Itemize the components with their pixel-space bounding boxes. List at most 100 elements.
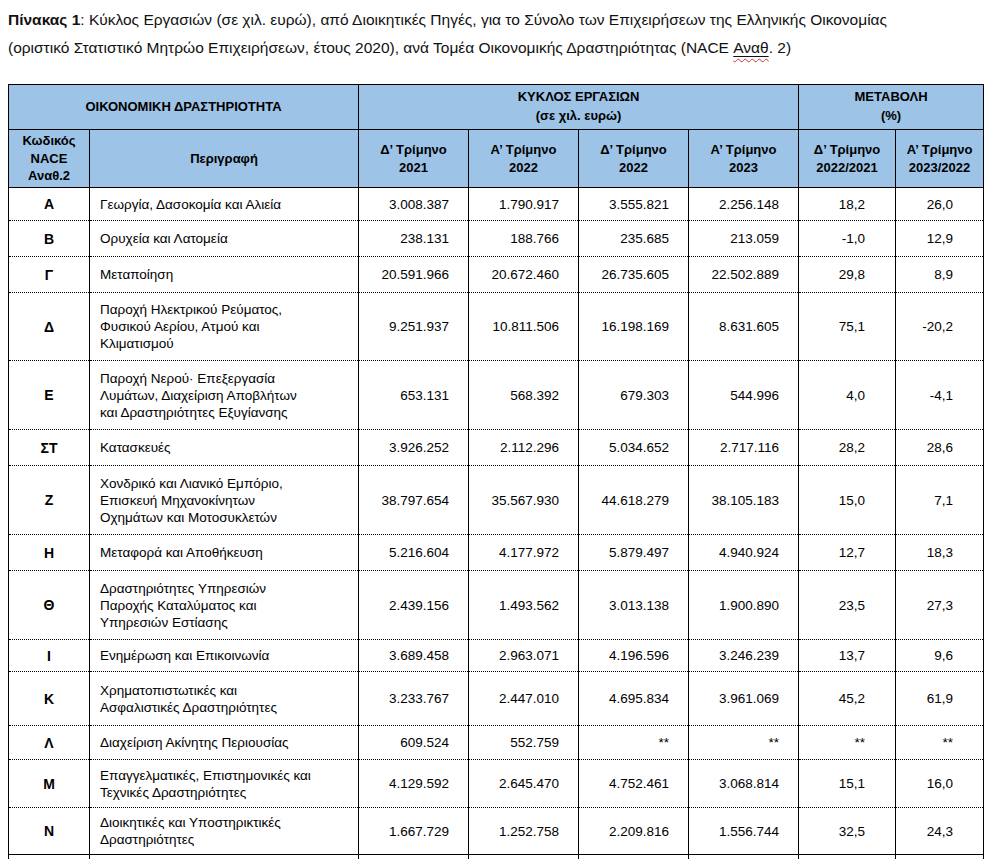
change-value: -1,0	[799, 221, 896, 257]
change-value: 23,5	[799, 571, 896, 640]
table-row: Η Μεταφορά και Αποθήκευση 5.216.604 4.17…	[9, 535, 984, 571]
change-value: 16,0	[896, 760, 984, 808]
nace-code-cell: Β	[9, 221, 90, 257]
table-row: Ε Παροχή Νερού· Επεξεργασία Λυμάτων, Δια…	[9, 361, 984, 430]
turnover-value: 4.752.461	[579, 760, 689, 808]
table-row: Θ Δραστηριότητες Υπηρεσιών Παροχής Καταλ…	[9, 571, 984, 640]
activity-description: Μεταποίηση	[90, 257, 359, 293]
change-value: 32,5	[799, 808, 896, 855]
turnover-value: 5.879.497	[579, 535, 689, 571]
change-value: -4,1	[896, 361, 984, 430]
turnover-table: ΟΙΚΟΝΟΜΙΚΗ ΔΡΑΣΤΗΡΙΟΤΗΤΑ ΚΥΚΛΟΣ ΕΡΓΑΣΙΩΝ…	[8, 84, 984, 859]
activity-description: Δραστηριότητες Υπηρεσιών Παροχής Καταλύμ…	[90, 571, 359, 640]
header-group-row: ΟΙΚΟΝΟΜΙΚΗ ΔΡΑΣΤΗΡΙΟΤΗΤΑ ΚΥΚΛΟΣ ΕΡΓΑΣΙΩΝ…	[9, 85, 984, 130]
change-value: 61,9	[896, 672, 984, 726]
activity-description: Γεωργία, Δασοκομία και Αλιεία	[90, 188, 359, 221]
activity-description: Διαχείριση Ακίνητης Περιουσίας	[90, 726, 359, 760]
header-columns-row: Κωδικός NACE Αναθ.2 Περιγραφή Δ’ Τρίμηνο…	[9, 130, 984, 188]
turnover-value: 2.256.148	[689, 188, 799, 221]
turnover-value: 653.131	[359, 361, 469, 430]
change-value: 28,2	[799, 430, 896, 466]
turnover-value: 2.209.816	[579, 808, 689, 855]
turnover-value: 552.759	[469, 726, 579, 760]
header-nace-code: Κωδικός NACE Αναθ.2	[9, 130, 90, 188]
change-value: 28,6	[896, 430, 984, 466]
turnover-value: 35.567.930	[469, 466, 579, 535]
turnover-value: 44.618.279	[579, 466, 689, 535]
turnover-value: 3.961.069	[689, 672, 799, 726]
activity-description	[90, 855, 359, 859]
turnover-value	[579, 855, 689, 859]
nace-code-cell: Μ	[9, 760, 90, 808]
header-description: Περιγραφή	[90, 130, 359, 188]
change-value: **	[896, 726, 984, 760]
turnover-value: 9.251.937	[359, 293, 469, 361]
nace-code-cell: Θ	[9, 571, 90, 640]
nace-code-cell: Η	[9, 535, 90, 571]
page-title: Πίνακας 1: Κύκλος Εργασιών (σε χιλ. ευρώ…	[8, 6, 978, 62]
change-value	[896, 855, 984, 859]
table-row: Μ Επαγγελματικές, Επιστημονικές και Τεχν…	[9, 760, 984, 808]
header-change-group: ΜΕΤΑΒΟΛΗ (%)	[799, 85, 984, 130]
turnover-value	[359, 855, 469, 859]
change-value: 9,6	[896, 640, 984, 672]
activity-description: Μεταφορά και Αποθήκευση	[90, 535, 359, 571]
turnover-value: 3.068.814	[689, 760, 799, 808]
nace-code-cell	[9, 855, 90, 859]
change-value: 7,1	[896, 466, 984, 535]
activity-description: Χονδρικό και Λιανικό Εμπόριο, Επισκευή Μ…	[90, 466, 359, 535]
header-change-q4: Δ’ Τρίμηνο 2022/2021	[799, 130, 896, 188]
change-value: -20,2	[896, 293, 984, 361]
change-value: 29,8	[799, 257, 896, 293]
turnover-value	[469, 855, 579, 859]
turnover-value: 22.502.889	[689, 257, 799, 293]
turnover-value: 2.439.156	[359, 571, 469, 640]
turnover-value: 235.685	[579, 221, 689, 257]
partial-row	[9, 855, 984, 859]
change-value: **	[799, 726, 896, 760]
change-value: 15,1	[799, 760, 896, 808]
turnover-value: 8.631.605	[689, 293, 799, 361]
nace-code-cell: Λ	[9, 726, 90, 760]
turnover-value: 568.392	[469, 361, 579, 430]
change-value: 12,9	[896, 221, 984, 257]
header-change-q1: Α’ Τρίμηνο 2023/2022	[896, 130, 984, 188]
turnover-value: 3.555.821	[579, 188, 689, 221]
change-value: 27,3	[896, 571, 984, 640]
table-caption-line1: : Κύκλος Εργασιών (σε χιλ. ευρώ), από Δι…	[80, 11, 887, 28]
turnover-value: 1.556.744	[689, 808, 799, 855]
table-body: Α Γεωργία, Δασοκομία και Αλιεία 3.008.38…	[9, 188, 984, 855]
underlined-word-wrap: Αναθ	[733, 39, 768, 56]
change-value: 45,2	[799, 672, 896, 726]
header-q4-2022: Δ’ Τρίμηνο 2022	[579, 130, 689, 188]
change-value: 75,1	[799, 293, 896, 361]
table-header: ΟΙΚΟΝΟΜΙΚΗ ΔΡΑΣΤΗΡΙΟΤΗΤΑ ΚΥΚΛΟΣ ΕΡΓΑΣΙΩΝ…	[9, 85, 984, 188]
nace-code-cell: Ζ	[9, 466, 90, 535]
turnover-value: 609.524	[359, 726, 469, 760]
activity-description: Επαγγελματικές, Επιστημονικές και Τεχνικ…	[90, 760, 359, 808]
table-row: Κ Χρηματοπιστωτικές και Ασφαλιστικές Δρα…	[9, 672, 984, 726]
activity-description: Παροχή Νερού· Επεξεργασία Λυμάτων, Διαχε…	[90, 361, 359, 430]
nace-code-cell: ΣΤ	[9, 430, 90, 466]
turnover-value	[689, 855, 799, 859]
activity-description: Ενημέρωση και Επικοινωνία	[90, 640, 359, 672]
nace-code-cell: Ε	[9, 361, 90, 430]
turnover-value: 544.996	[689, 361, 799, 430]
turnover-value: 1.900.890	[689, 571, 799, 640]
change-value: 18,2	[799, 188, 896, 221]
turnover-value: 5.216.604	[359, 535, 469, 571]
turnover-value: 238.131	[359, 221, 469, 257]
nace-code-cell: Ι	[9, 640, 90, 672]
table-row: Γ Μεταποίηση 20.591.966 20.672.460 26.73…	[9, 257, 984, 293]
turnover-value: 3.926.252	[359, 430, 469, 466]
header-economic-activity: ΟΙΚΟΝΟΜΙΚΗ ΔΡΑΣΤΗΡΙΟΤΗΤΑ	[9, 85, 359, 130]
nace-code-cell: Κ	[9, 672, 90, 726]
change-value: 8,9	[896, 257, 984, 293]
change-value	[799, 855, 896, 859]
turnover-value: 3.689.458	[359, 640, 469, 672]
turnover-value: 20.672.460	[469, 257, 579, 293]
table-row: Ζ Χονδρικό και Λιανικό Εμπόριο, Επισκευή…	[9, 466, 984, 535]
spellcheck-squiggle-word: Αναθ	[733, 39, 768, 56]
table-row: Ι Ενημέρωση και Επικοινωνία 3.689.458 2.…	[9, 640, 984, 672]
change-value: 12,7	[799, 535, 896, 571]
